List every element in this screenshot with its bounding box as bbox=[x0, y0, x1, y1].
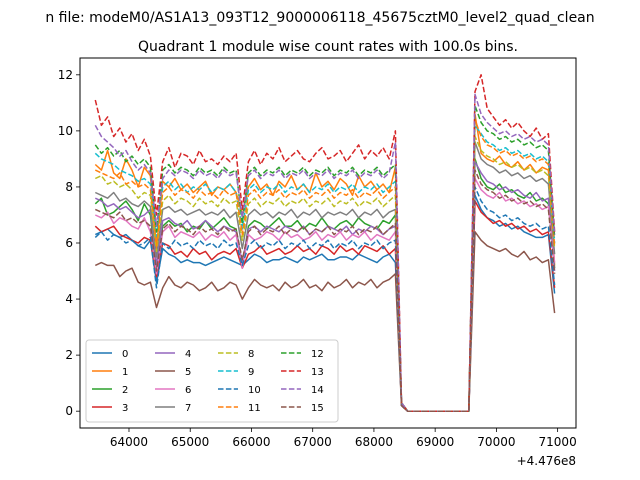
series-line-6 bbox=[94, 177, 556, 412]
legend-label-13: 13 bbox=[311, 367, 324, 378]
y-tick-label: 4 bbox=[65, 292, 73, 306]
x-tick-label: 66000 bbox=[232, 435, 270, 449]
y-tick-label: 2 bbox=[65, 348, 73, 362]
series-line-10 bbox=[94, 186, 556, 412]
legend-label-8: 8 bbox=[248, 349, 254, 360]
x-tick-label: 67000 bbox=[294, 435, 332, 449]
legend-label-15: 15 bbox=[311, 403, 324, 414]
legend-label-7: 7 bbox=[185, 403, 191, 414]
legend-label-6: 6 bbox=[185, 385, 191, 396]
legend-label-5: 5 bbox=[185, 367, 191, 378]
x-tick-label: 68000 bbox=[355, 435, 393, 449]
series-layer bbox=[94, 74, 556, 412]
series-line-7 bbox=[94, 141, 556, 412]
chart-title: Quadrant 1 module wise count rates with … bbox=[138, 39, 518, 55]
legend-label-14: 14 bbox=[311, 385, 324, 396]
y-tick-label: 0 bbox=[65, 404, 73, 418]
legend-label-0: 0 bbox=[122, 349, 128, 360]
x-tick-label: 69000 bbox=[416, 435, 454, 449]
figure-suptitle: n file: modeM0/AS1A13_093T12_9000006118_… bbox=[45, 10, 594, 26]
y-tick-label: 10 bbox=[58, 124, 73, 138]
series-line-5 bbox=[94, 231, 556, 412]
series-line-14 bbox=[94, 93, 556, 412]
x-axis: 64000 65000 66000 67000 68000 69000 70000 71000 bbox=[110, 428, 577, 449]
x-tick-label: 64000 bbox=[110, 435, 148, 449]
series-line-1 bbox=[94, 113, 556, 412]
series-line-15 bbox=[94, 169, 556, 412]
legend-label-3: 3 bbox=[122, 403, 128, 414]
legend-label-1: 1 bbox=[122, 367, 128, 378]
y-tick-label: 12 bbox=[58, 68, 73, 82]
series-line-9 bbox=[94, 124, 556, 412]
x-tick-label: 65000 bbox=[171, 435, 209, 449]
legend-label-12: 12 bbox=[311, 349, 324, 360]
y-axis: 0 2 4 6 8 10 12 bbox=[58, 68, 80, 418]
series-line-3 bbox=[94, 200, 556, 412]
y-tick-label: 6 bbox=[65, 236, 73, 250]
series-line-0 bbox=[94, 194, 556, 412]
legend-label-11: 11 bbox=[248, 403, 261, 414]
legend-label-10: 10 bbox=[248, 385, 261, 396]
x-offset-label: +4.476e8 bbox=[517, 454, 576, 468]
legend-label-2: 2 bbox=[122, 385, 128, 396]
series-line-8 bbox=[94, 135, 556, 412]
x-tick-label: 70000 bbox=[477, 435, 515, 449]
legend-label-9: 9 bbox=[248, 367, 254, 378]
y-tick-label: 8 bbox=[65, 180, 73, 194]
legend-box bbox=[85, 339, 339, 423]
x-tick-label: 71000 bbox=[539, 435, 577, 449]
series-line-11 bbox=[94, 118, 556, 412]
series-line-12 bbox=[94, 104, 556, 412]
series-line-13 bbox=[94, 74, 556, 412]
legend-label-4: 4 bbox=[185, 349, 191, 360]
